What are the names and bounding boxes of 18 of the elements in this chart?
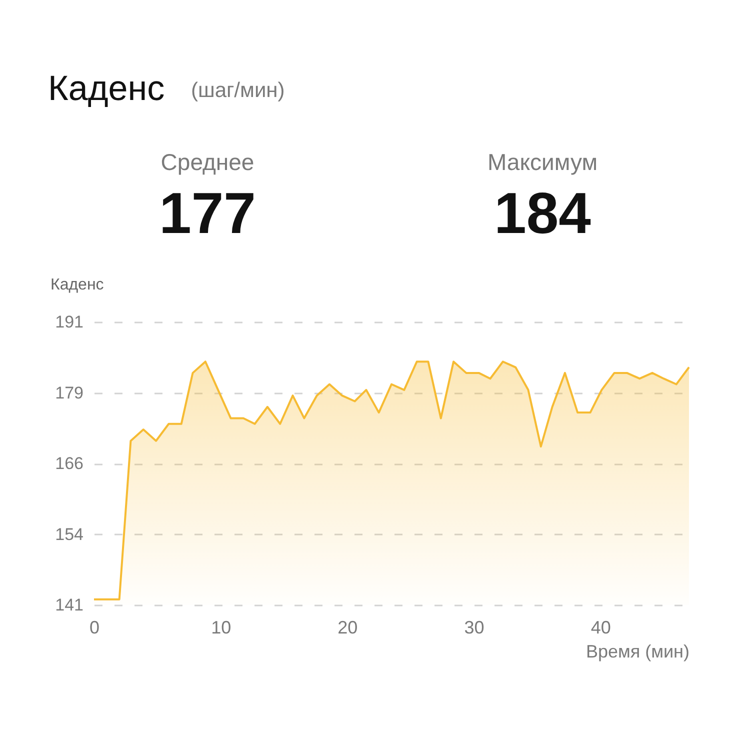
x-tick-label: 10 <box>211 618 232 638</box>
y-tick-label: 154 <box>55 524 84 544</box>
y-axis-title: Каденс <box>50 276 104 294</box>
x-tick-label: 40 <box>590 618 611 638</box>
y-tick-label: 166 <box>55 454 84 473</box>
x-axis-title: Время (мин) <box>586 642 690 662</box>
y-tick-label: 191 <box>55 312 84 332</box>
text: Среднее <box>160 149 254 175</box>
text: 177 <box>159 181 256 246</box>
y-tick-label: 179 <box>55 383 84 402</box>
x-tick-label: 0 <box>89 618 100 638</box>
y-tick-label: 141 <box>55 596 84 614</box>
chart-title: Каденс <box>48 69 165 108</box>
x-tick-label: 30 <box>464 618 484 638</box>
text: Максимум <box>487 149 598 175</box>
text: 184 <box>494 181 591 246</box>
x-tick-label: 20 <box>338 618 358 638</box>
chart-subtitle: (шаг/мин) <box>191 79 285 102</box>
